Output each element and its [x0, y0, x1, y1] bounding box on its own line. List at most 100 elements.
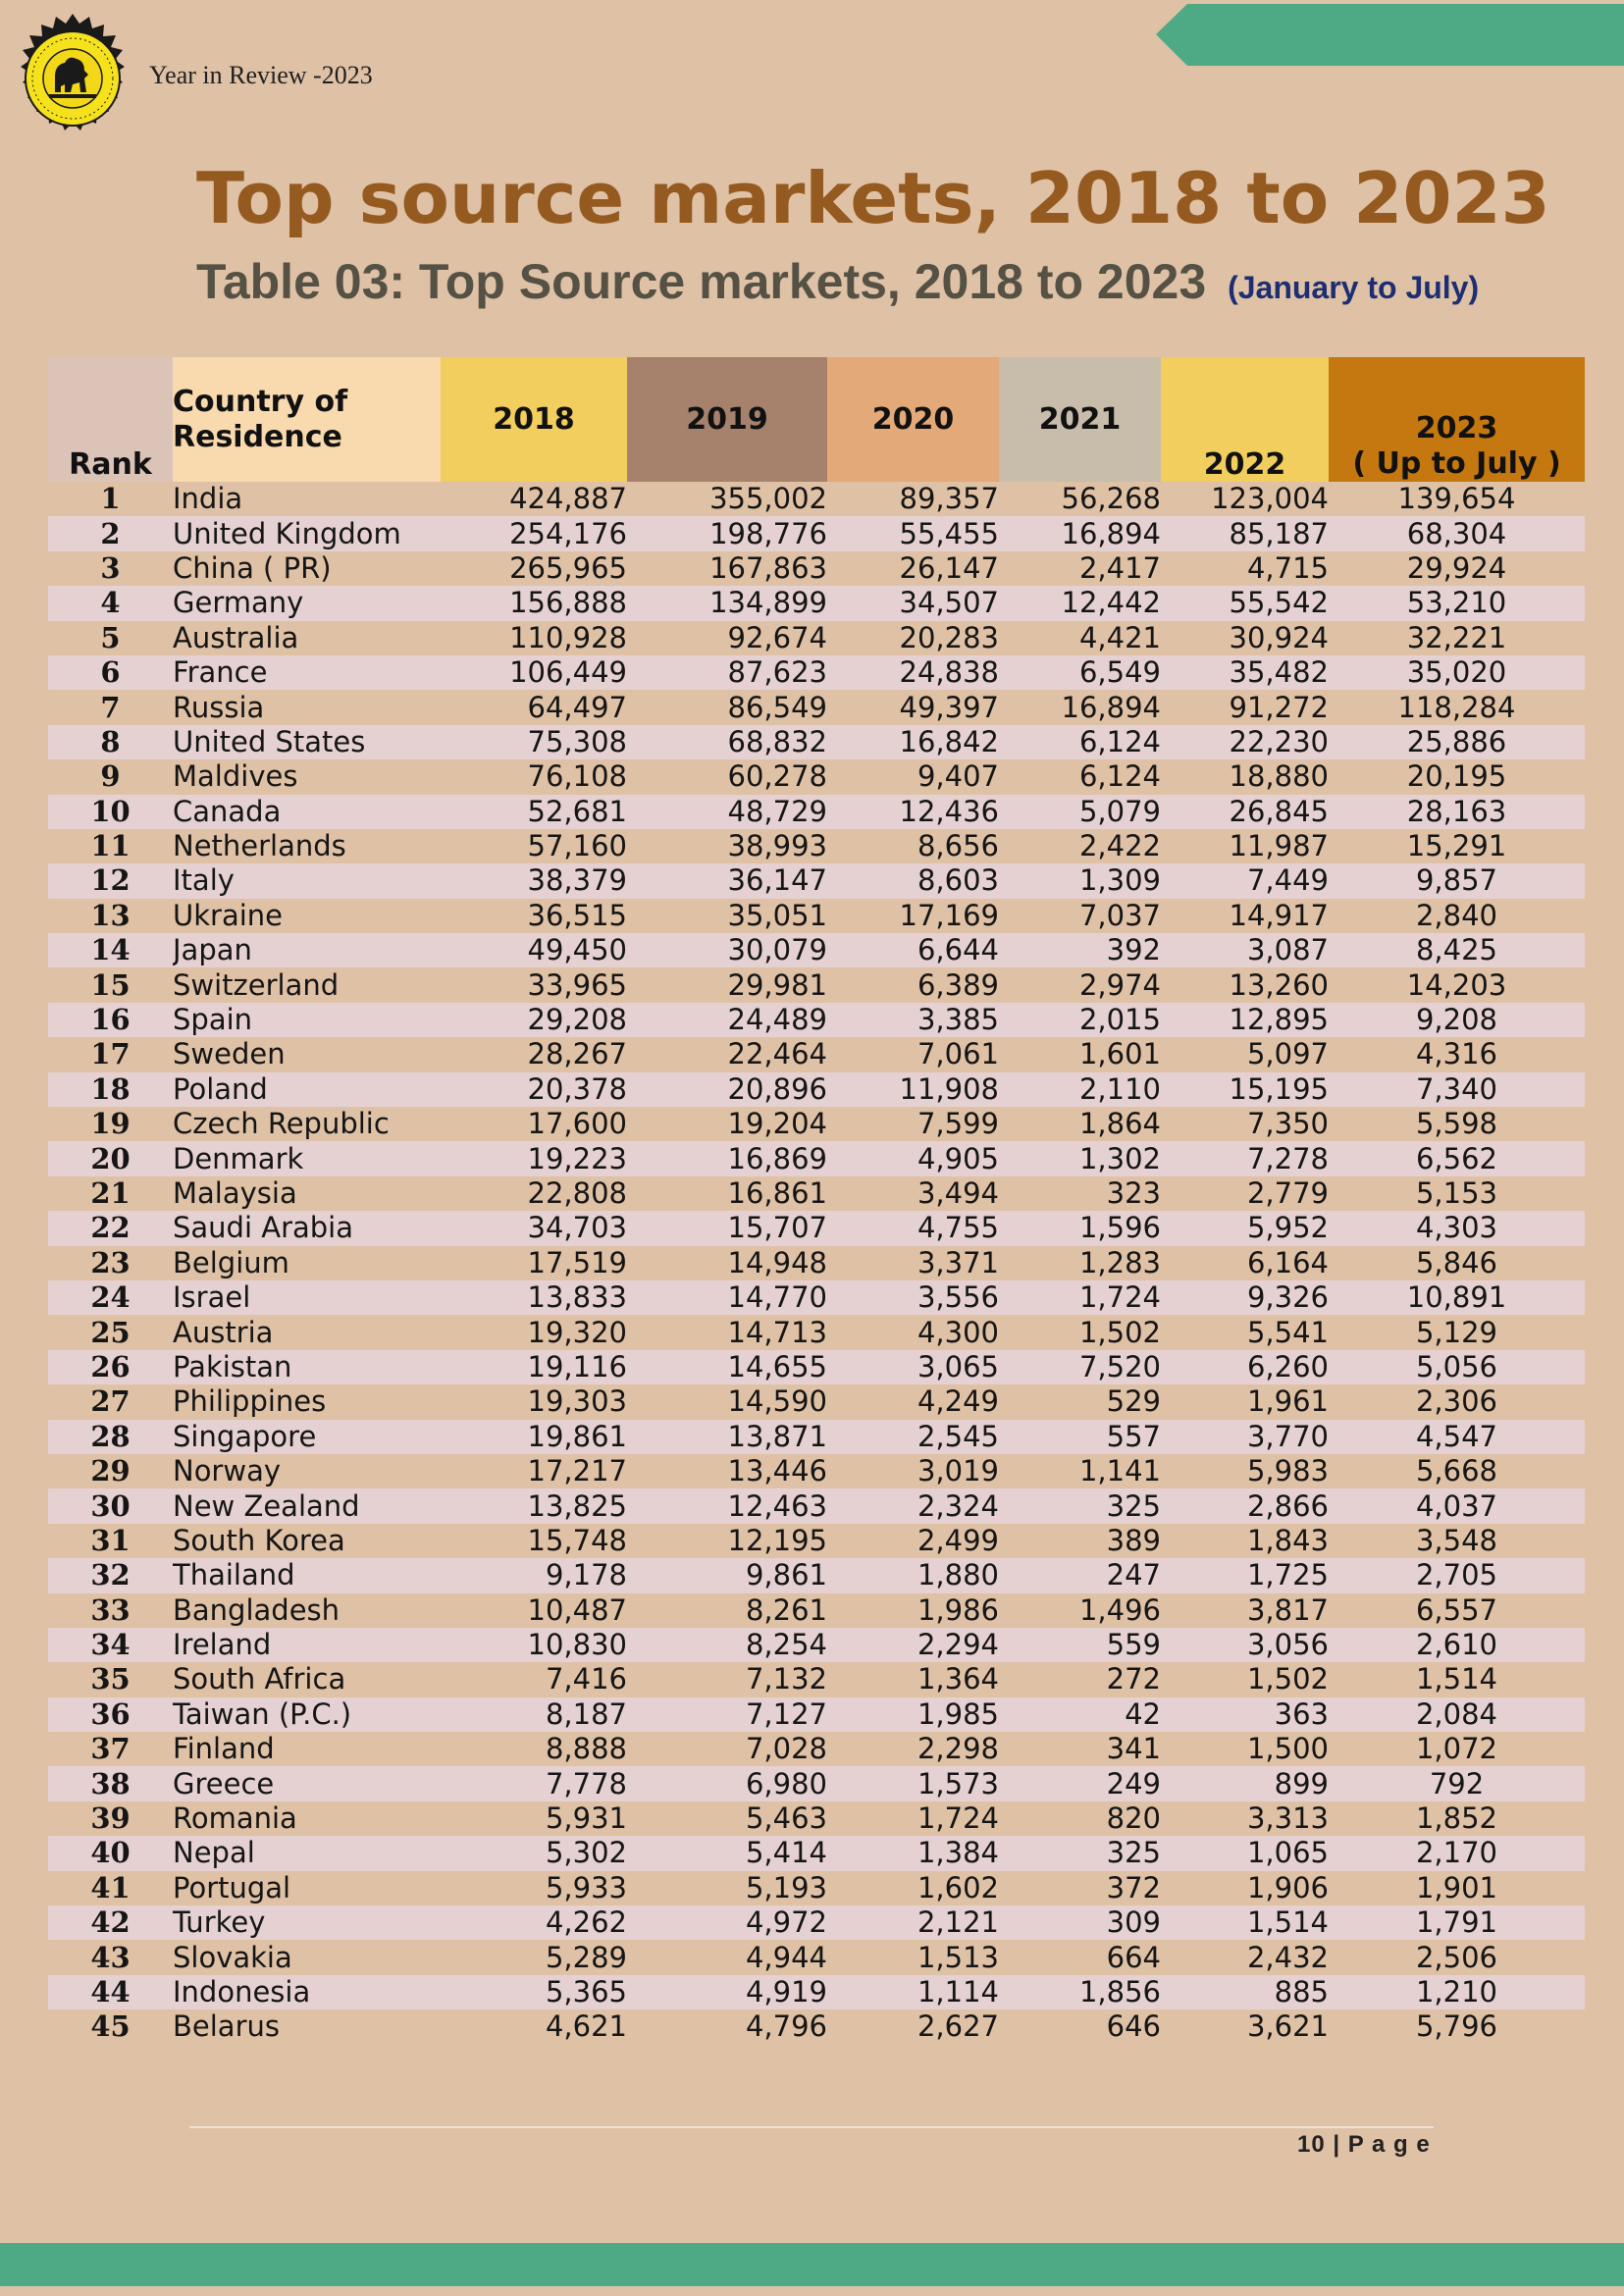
header-country: Country of Residence	[173, 357, 441, 482]
value-2021: 6,124	[999, 724, 1161, 760]
value-2018: 110,928	[509, 620, 627, 654]
country-cell: Norway	[173, 1454, 282, 1488]
value-2023: 5,598	[1415, 1107, 1498, 1141]
value-2019: 92,674	[727, 620, 827, 654]
rank-cell: 19	[90, 1107, 131, 1141]
rank-cell: 32	[48, 1558, 173, 1593]
value-2019: 7,028	[745, 1732, 827, 1766]
value-2020: 6,644	[827, 933, 999, 968]
value-2021: 646	[1106, 2009, 1161, 2044]
value-2022: 22,230	[1161, 724, 1329, 760]
value-2018: 75,308	[441, 724, 627, 760]
country-cell: Belgium	[173, 1245, 289, 1279]
value-2022: 11,987	[1229, 829, 1329, 863]
value-2018: 76,108	[527, 759, 627, 794]
value-2023: 53,210	[1329, 586, 1585, 621]
value-2019: 5,414	[627, 1836, 827, 1871]
value-2020: 2,324	[827, 1488, 999, 1524]
value-2020: 1,602	[917, 1870, 999, 1905]
rank-cell: 7	[100, 690, 121, 724]
table-row: 29 Norway 17,217 13,446 3,019 1,141 5,983 5,668	[48, 1454, 1585, 1488]
rank-cell: 27	[90, 1384, 131, 1419]
value-2018: 49,450	[441, 933, 627, 968]
value-2021: 664	[1106, 1940, 1161, 1974]
value-2018: 36,515	[527, 898, 627, 932]
table-row: 30 New Zealand 13,825 12,463 2,324 325 2,866 4,…	[48, 1488, 1585, 1524]
value-2021: 341	[1106, 1732, 1161, 1766]
value-2019: 48,729	[627, 794, 827, 829]
value-2022: 6,164	[1246, 1245, 1329, 1279]
value-2023: 792	[1329, 1766, 1585, 1801]
value-2023: 2,170	[1329, 1836, 1585, 1871]
table-row: 12 Italy 38,379 36,147 8,603 1,309 7,449 9,857	[48, 863, 1585, 899]
value-2021: 389	[1106, 1523, 1161, 1557]
value-2022: 5,541	[1246, 1315, 1329, 1349]
value-2023: 2,084	[1329, 1696, 1585, 1733]
table-row: 2 United Kingdom 254,176 198,776 55,455 16,89…	[48, 516, 1585, 551]
value-2021: 1,309	[999, 863, 1161, 899]
rank-cell: 25	[90, 1315, 131, 1349]
header-2023-line2: ( Up to July )	[1352, 446, 1561, 481]
rank-cell: 45	[90, 2009, 131, 2044]
rank-cell: 37	[90, 1732, 131, 1766]
table-row: 24 Israel 13,833 14,770 3,556 1,724 9,326 10,89…	[48, 1279, 1585, 1316]
value-2021: 1,601	[1078, 1037, 1161, 1071]
value-2021: 6,124	[1078, 759, 1161, 794]
value-2020: 1,985	[827, 1696, 999, 1733]
rank-cell: 16	[48, 1002, 173, 1038]
rank-cell: 10	[48, 794, 173, 829]
value-2019: 16,861	[727, 1176, 827, 1210]
rank-cell: 9	[100, 759, 121, 794]
value-2018: 156,888	[441, 586, 627, 621]
value-2023: 9,857	[1329, 863, 1585, 899]
value-2021: 1,502	[1078, 1315, 1161, 1349]
table-caption: Table 03: Top Source markets, 2018 to 20…	[196, 253, 1479, 310]
value-2022: 1,502	[1246, 1662, 1329, 1696]
table-row: 43 Slovakia 5,289 4,944 1,513 664 2,432 2,506	[48, 1940, 1585, 1974]
value-2021: 249	[999, 1766, 1161, 1801]
rank-cell: 3	[100, 550, 121, 585]
rank-cell: 14	[48, 933, 173, 968]
country-cell: Thailand	[173, 1558, 441, 1593]
rank-cell: 36	[48, 1696, 173, 1733]
value-2021: 1,141	[1078, 1454, 1161, 1488]
table-row: 27 Philippines 19,303 14,590 4,249 529 1,961 2,…	[48, 1384, 1585, 1419]
country-cell: Netherlands	[173, 829, 346, 863]
value-2020: 24,838	[827, 654, 999, 691]
header-2023: 2023 ( Up to July )	[1329, 357, 1585, 482]
value-2021: 1,302	[999, 1141, 1161, 1176]
value-2023: 4,037	[1329, 1488, 1585, 1524]
country-cell: Sweden	[173, 1037, 286, 1071]
table-row: 3 China ( PR) 265,965 167,863 26,147 2,417 4,7…	[48, 551, 1585, 586]
value-2018: 64,497	[527, 690, 627, 724]
value-2018: 13,833	[441, 1279, 627, 1316]
value-2023: 6,562	[1329, 1141, 1585, 1176]
value-2020: 12,436	[827, 794, 999, 829]
country-cell: Russia	[173, 690, 265, 724]
value-2019: 36,147	[627, 863, 827, 899]
value-2020: 7,599	[917, 1107, 999, 1141]
value-2021: 323	[1106, 1176, 1161, 1210]
value-2023: 5,796	[1415, 2009, 1498, 2044]
value-2020: 3,371	[917, 1245, 999, 1279]
value-2020: 1,880	[827, 1558, 999, 1593]
table-row: 44 Indonesia 5,365 4,919 1,114 1,856 885 1,210	[48, 1974, 1585, 2010]
value-2021: 1,724	[999, 1279, 1161, 1316]
rank-cell: 17	[90, 1037, 131, 1071]
table-row: 33 Bangladesh 10,487 8,261 1,986 1,496 3,817 6,…	[48, 1593, 1585, 1628]
value-2023: 7,340	[1329, 1071, 1585, 1108]
value-2022: 3,313	[1246, 1801, 1329, 1836]
value-2020: 2,499	[917, 1523, 999, 1557]
value-2019: 12,463	[627, 1488, 827, 1524]
value-2018: 28,267	[527, 1037, 627, 1071]
table-row: 10 Canada 52,681 48,729 12,436 5,079 26,845 28,…	[48, 794, 1585, 829]
value-2020: 4,755	[827, 1211, 999, 1246]
value-2019: 4,944	[745, 1940, 827, 1974]
rank-cell: 1	[100, 482, 121, 516]
value-2019: 4,972	[627, 1905, 827, 1941]
table-row: 34 Ireland 10,830 8,254 2,294 559 3,056 2,610	[48, 1627, 1585, 1663]
value-2023: 1,852	[1415, 1801, 1498, 1836]
value-2019: 5,193	[745, 1870, 827, 1905]
rank-cell: 41	[90, 1870, 131, 1905]
rank-cell: 34	[48, 1627, 173, 1663]
